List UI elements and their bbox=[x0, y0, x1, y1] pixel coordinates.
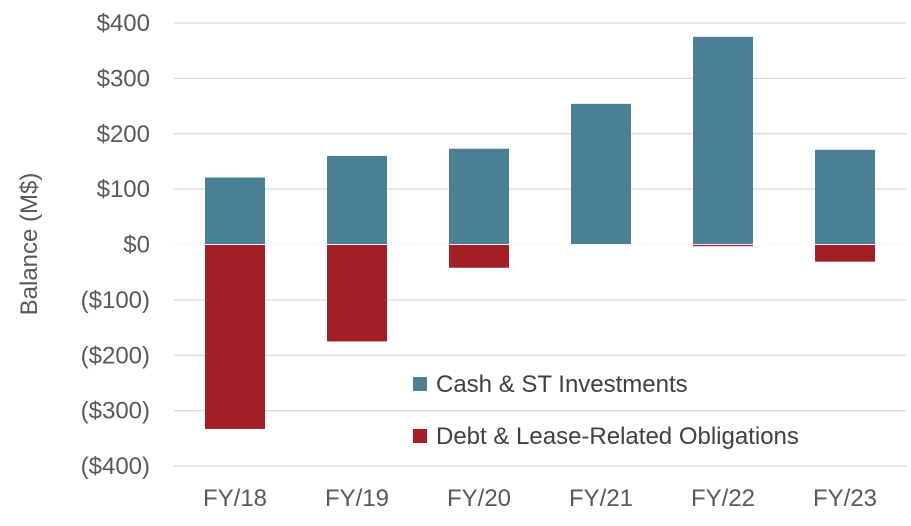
y-tick-label: ($400) bbox=[81, 453, 150, 480]
y-tick-label: $100 bbox=[97, 176, 150, 203]
bar-cash-fy18 bbox=[205, 177, 265, 245]
x-tick-label: FY/21 bbox=[569, 485, 633, 512]
bar-debt-fy23 bbox=[815, 244, 875, 262]
x-tick-label: FY/20 bbox=[447, 485, 511, 512]
bar-cash-fy22 bbox=[693, 36, 753, 245]
bar-debt-fy20 bbox=[449, 244, 509, 268]
x-axis-tick-labels: FY/18 FY/19 FY/20 FY/21 FY/22 FY/23 bbox=[203, 485, 877, 512]
y-tick-label: ($100) bbox=[81, 287, 150, 314]
y-tick-label: $0 bbox=[123, 232, 150, 259]
bar-cash-fy21 bbox=[571, 103, 631, 245]
legend-label-cash: Cash & ST Investments bbox=[436, 371, 688, 398]
y-tick-label: $400 bbox=[97, 10, 150, 37]
y-axis-title: Balance (M$) bbox=[16, 173, 43, 316]
y-tick-label: ($300) bbox=[81, 398, 150, 425]
x-tick-label: FY/18 bbox=[203, 485, 267, 512]
bar-debt-fy22 bbox=[693, 244, 753, 247]
y-axis-tick-labels: $400 $300 $200 $100 $0 ($100) ($200) ($300) ($40… bbox=[81, 10, 150, 480]
legend-swatch-cash bbox=[413, 377, 427, 391]
x-tick-label: FY/22 bbox=[691, 485, 755, 512]
bar-cash-fy19 bbox=[327, 155, 387, 245]
bar-debt-fy19 bbox=[327, 244, 387, 342]
legend-label-debt: Debt & Lease-Related Obligations bbox=[436, 423, 799, 450]
y-tick-label: ($200) bbox=[81, 342, 150, 369]
legend: Cash & ST Investments Debt & Lease-Relat… bbox=[413, 371, 799, 450]
y-tick-label: $300 bbox=[97, 65, 150, 92]
legend-swatch-debt bbox=[413, 429, 427, 443]
x-tick-label: FY/19 bbox=[325, 485, 389, 512]
bar-cash-fy23 bbox=[815, 149, 875, 245]
bars bbox=[174, 36, 906, 429]
x-tick-label: FY/23 bbox=[813, 485, 877, 512]
bar-cash-fy20 bbox=[449, 148, 509, 245]
bar-debt-fy18 bbox=[205, 244, 265, 429]
y-tick-label: $200 bbox=[97, 121, 150, 148]
